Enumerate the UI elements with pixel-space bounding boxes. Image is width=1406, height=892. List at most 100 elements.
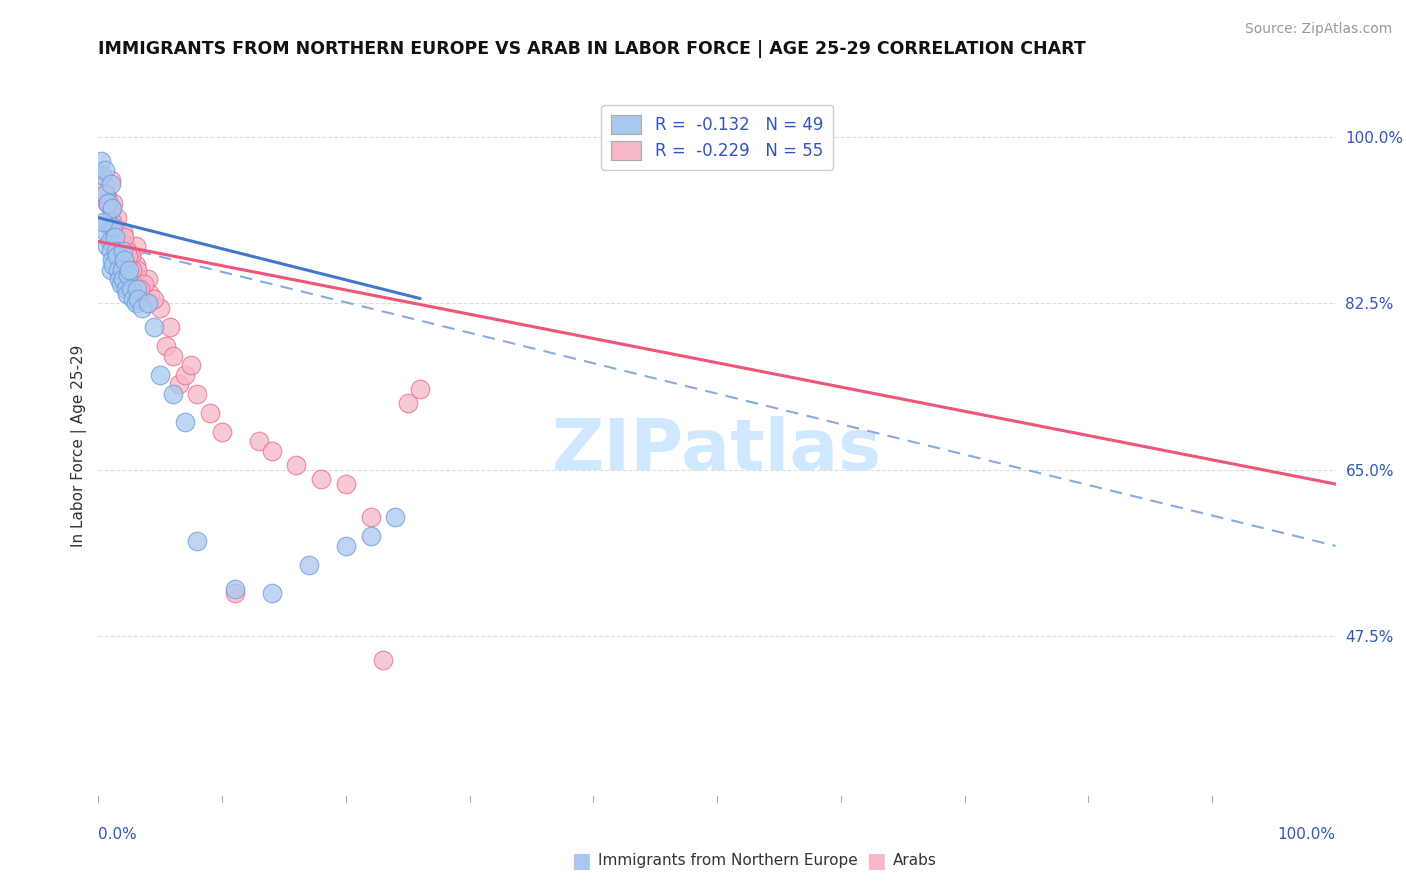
Point — [124, 258, 146, 272]
Point — [93, 215, 115, 229]
Point — [211, 425, 233, 439]
Point — [105, 211, 128, 225]
Point — [127, 272, 149, 286]
Point — [298, 558, 321, 572]
Text: IMMIGRANTS FROM NORTHERN EUROPE VS ARAB IN LABOR FORCE | AGE 25-29 CORRELATION C: IMMIGRANTS FROM NORTHERN EUROPE VS ARAB … — [98, 40, 1087, 58]
Point — [409, 382, 432, 396]
Point — [117, 249, 139, 263]
Point — [94, 186, 117, 201]
Point — [100, 178, 122, 192]
Point — [101, 201, 124, 215]
Point — [198, 406, 221, 420]
Point — [105, 225, 128, 239]
Point — [111, 263, 134, 277]
Point — [120, 249, 142, 263]
Point — [260, 586, 283, 600]
Point — [100, 201, 122, 215]
Y-axis label: In Labor Force | Age 25-29: In Labor Force | Age 25-29 — [72, 345, 87, 547]
Point — [97, 192, 120, 206]
Point — [335, 477, 357, 491]
Point — [115, 244, 138, 258]
Point — [125, 282, 148, 296]
Point — [149, 301, 172, 315]
Point — [149, 368, 172, 382]
Point — [174, 415, 197, 429]
Text: Arabs: Arabs — [893, 854, 936, 868]
Point — [96, 239, 118, 253]
Point — [127, 292, 149, 306]
Point — [143, 292, 166, 306]
Point — [162, 349, 184, 363]
Point — [360, 510, 382, 524]
Point — [108, 272, 131, 286]
Point — [94, 225, 117, 239]
Point — [129, 282, 152, 296]
Point — [101, 215, 124, 229]
Point — [162, 386, 184, 401]
Point — [97, 215, 120, 229]
Point — [91, 168, 114, 182]
Point — [90, 153, 112, 168]
Point — [117, 268, 139, 282]
Point — [98, 235, 121, 249]
Point — [93, 186, 115, 201]
Point — [110, 277, 132, 292]
Point — [121, 263, 143, 277]
Text: ■: ■ — [866, 851, 886, 871]
Point — [139, 286, 162, 301]
Text: ■: ■ — [571, 851, 591, 871]
Point — [122, 263, 145, 277]
Point — [93, 163, 115, 178]
Point — [247, 434, 270, 449]
Point — [125, 263, 148, 277]
Point — [103, 229, 125, 244]
Point — [107, 244, 129, 258]
Point — [110, 235, 132, 249]
Point — [134, 277, 156, 292]
Point — [360, 529, 382, 543]
Legend: R =  -0.132   N = 49, R =  -0.229   N = 55: R = -0.132 N = 49, R = -0.229 N = 55 — [602, 104, 832, 169]
Point — [107, 263, 129, 277]
Point — [112, 244, 135, 258]
Point — [396, 396, 419, 410]
Point — [371, 653, 394, 667]
Point — [105, 249, 128, 263]
Point — [111, 253, 134, 268]
Point — [124, 239, 146, 253]
Point — [120, 282, 142, 296]
Text: Immigrants from Northern Europe: Immigrants from Northern Europe — [598, 854, 858, 868]
Point — [186, 534, 208, 549]
Point — [114, 239, 136, 253]
Point — [112, 272, 135, 286]
Point — [155, 339, 177, 353]
Point — [384, 510, 406, 524]
Point — [260, 443, 283, 458]
Point — [131, 301, 153, 315]
Point — [100, 172, 122, 186]
Point — [136, 272, 159, 286]
Point — [131, 282, 153, 296]
Point — [103, 220, 125, 235]
Text: 0.0%: 0.0% — [98, 827, 138, 841]
Point — [180, 358, 202, 372]
Text: 100.0%: 100.0% — [1278, 827, 1336, 841]
Point — [118, 263, 141, 277]
Point — [122, 292, 145, 306]
Point — [285, 458, 308, 472]
Point — [93, 178, 115, 192]
Point — [143, 320, 166, 334]
Point — [115, 286, 138, 301]
Point — [98, 220, 121, 235]
Point — [104, 244, 127, 258]
Point — [101, 253, 124, 268]
Point — [224, 582, 246, 596]
Point — [100, 244, 122, 258]
Point — [114, 282, 136, 296]
Point — [103, 196, 125, 211]
Point — [224, 586, 246, 600]
Point — [96, 196, 118, 211]
Point — [103, 258, 125, 272]
Point — [112, 225, 135, 239]
Point — [309, 472, 332, 486]
Point — [103, 229, 125, 244]
